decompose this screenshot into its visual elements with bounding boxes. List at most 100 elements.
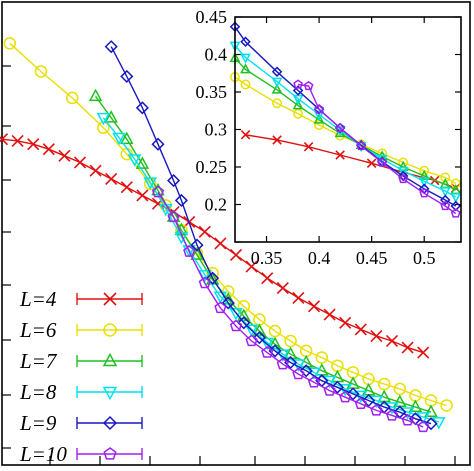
- data-point: [313, 110, 325, 121]
- data-point: [303, 80, 314, 91]
- data-point: [190, 238, 204, 252]
- data-point: [58, 149, 71, 162]
- data-point: [42, 143, 55, 156]
- data-point: [229, 307, 243, 321]
- legend-label: L=6: [19, 318, 57, 342]
- data-point: [417, 346, 430, 359]
- data-point: [385, 408, 399, 421]
- data-point: [213, 291, 228, 304]
- series-line: [157, 191, 424, 428]
- data-point: [417, 420, 430, 433]
- data-point: [3, 37, 17, 50]
- data-point: [377, 377, 391, 391]
- data-point: [408, 399, 423, 412]
- legend-marker: [102, 386, 118, 401]
- data-point: [190, 247, 204, 260]
- inset-background: [235, 17, 461, 242]
- data-point: [450, 193, 462, 204]
- inset-x-tick-label: 0.35: [251, 248, 283, 268]
- data-point: [143, 177, 157, 190]
- legend-marker: [103, 292, 117, 306]
- data-point: [245, 260, 258, 273]
- data-point: [398, 173, 409, 184]
- data-point: [418, 177, 430, 188]
- data-point: [356, 140, 367, 151]
- data-point: [89, 164, 102, 177]
- series-line: [298, 83, 457, 215]
- data-point: [167, 174, 181, 188]
- inset-y-tick-label: 0.2: [205, 195, 228, 215]
- legend-entry: L=6: [19, 318, 143, 342]
- data-point: [323, 308, 336, 321]
- data-point: [120, 131, 134, 145]
- data-point: [293, 108, 304, 119]
- series-line: [245, 134, 456, 189]
- data-point: [271, 66, 283, 78]
- inset-x-tick-label: 0.5: [413, 248, 436, 268]
- data-point: [167, 210, 180, 223]
- series-l10: [151, 185, 430, 433]
- data-point: [330, 380, 344, 394]
- data-point: [240, 79, 251, 90]
- inset-y-tick-label: 0.3: [205, 120, 228, 140]
- data-point: [307, 300, 321, 313]
- data-point: [214, 301, 227, 314]
- inset-plot: 0.2 0.25 0.3 0.35 0.4 0.45 0.35 0.4 0.45 0.5: [196, 7, 462, 268]
- data-point: [0, 133, 9, 146]
- data-point: [323, 384, 336, 396]
- data-point: [183, 245, 196, 257]
- inset-y-tick-label: 0.25: [196, 157, 228, 177]
- data-point: [418, 169, 430, 180]
- inset-y-tick-label: 0.45: [196, 7, 228, 27]
- legend-marker: [102, 415, 118, 431]
- data-point: [419, 188, 430, 198]
- data-point: [401, 341, 414, 354]
- data-point: [450, 178, 461, 189]
- data-point: [362, 393, 376, 408]
- series-line: [9, 42, 447, 407]
- inset-x-tick-label: 0.4: [308, 248, 331, 268]
- legend-label: L=10: [19, 442, 67, 466]
- data-point: [151, 137, 165, 151]
- data-point: [276, 357, 289, 370]
- data-point: [370, 329, 383, 343]
- data-point: [385, 334, 399, 348]
- data-point: [245, 334, 258, 347]
- data-point: [271, 83, 283, 94]
- data-point: [339, 390, 352, 403]
- legend-marker: [102, 352, 118, 367]
- data-point: [240, 36, 251, 48]
- legend-label: L=7: [19, 349, 58, 373]
- data-point: [96, 112, 111, 126]
- data-point: [401, 413, 414, 426]
- data-point: [105, 172, 118, 185]
- data-point: [314, 120, 325, 130]
- data-point: [377, 157, 388, 167]
- data-point: [354, 323, 367, 336]
- data-point: [284, 334, 297, 348]
- data-point: [354, 397, 367, 410]
- data-point: [112, 132, 126, 146]
- data-point: [237, 300, 251, 313]
- series-line: [234, 45, 457, 198]
- data-point: [240, 63, 251, 74]
- data-point: [424, 417, 438, 431]
- series-line: [110, 46, 432, 425]
- data-point: [261, 272, 274, 285]
- inset-plot-frame: [234, 16, 462, 243]
- data-point: [272, 135, 282, 145]
- inset-y-tick-label: 0.35: [196, 82, 228, 102]
- inset-x-tick-label: 0.45: [356, 248, 388, 268]
- data-point: [120, 69, 134, 83]
- data-point: [151, 185, 165, 198]
- legend-entry: L=10: [19, 442, 143, 466]
- data-point: [229, 319, 243, 332]
- main-plot-frame: [1, 1, 471, 466]
- data-point: [284, 355, 298, 370]
- legend-label: L=4: [19, 287, 57, 311]
- data-point: [314, 104, 324, 114]
- data-point: [136, 189, 149, 202]
- data-point: [120, 181, 133, 194]
